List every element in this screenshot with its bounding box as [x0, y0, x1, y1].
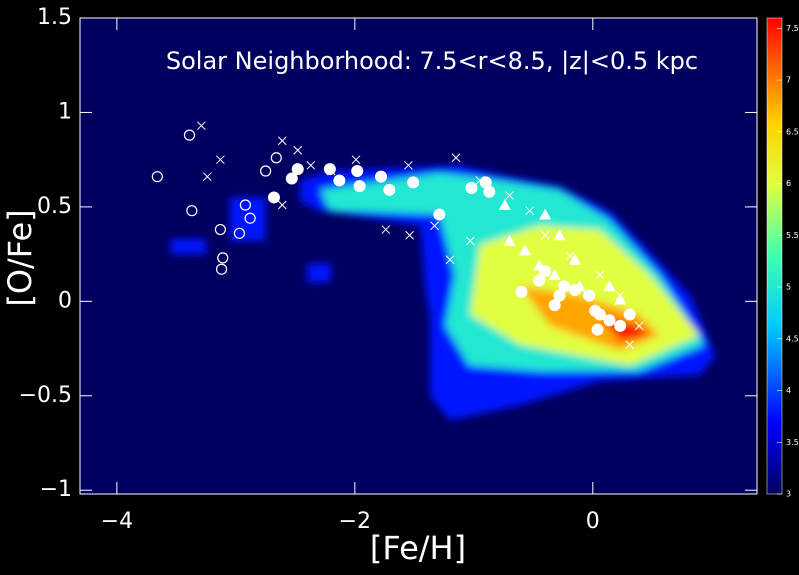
triangle-point: [539, 208, 552, 220]
colorbar-tick-label: 3.5: [786, 438, 799, 447]
open-circle-point: [183, 129, 196, 141]
colorbar-tick-label: 4.5: [786, 334, 799, 343]
triangle-point: [553, 229, 566, 241]
y-tick-label: 0.5: [37, 194, 72, 219]
filled-circle-point: [323, 163, 336, 176]
colorbar: [766, 17, 783, 495]
open-circle-point: [233, 227, 246, 239]
plot-area: [80, 18, 757, 494]
cross-point: [445, 255, 455, 265]
open-circle-point: [217, 252, 229, 264]
cross-point: [293, 145, 303, 155]
colorbar-tick-label: 7.5: [786, 24, 799, 33]
x-tick-label: −2: [339, 509, 371, 534]
colorbar-tick-label: 3: [786, 490, 791, 499]
cross-point: [451, 153, 461, 163]
triangle-point: [503, 234, 516, 246]
cross-point: [216, 155, 225, 165]
colorbar-tick-label: 4: [786, 386, 791, 395]
y-tick-label: −1: [40, 477, 72, 502]
triangle-point: [533, 259, 546, 271]
cross-point: [306, 160, 316, 170]
cross-point: [634, 321, 644, 331]
filled-circle-point: [623, 308, 636, 321]
filled-circle-point: [383, 183, 396, 196]
colorbar-tick-label: 6.5: [786, 127, 799, 136]
colorbar-tick-label: 7: [786, 76, 791, 85]
y-tick-label: 0: [58, 288, 72, 313]
filled-circle-point: [375, 170, 388, 183]
filled-circle-point: [433, 208, 446, 221]
density-region: [170, 239, 207, 255]
filled-circle-point: [558, 280, 571, 293]
triangle-point: [548, 268, 561, 280]
cross-point: [404, 160, 413, 170]
x-tick-label: −4: [101, 509, 133, 534]
y-tick-label: 1: [58, 99, 72, 124]
filled-circle-point: [291, 163, 304, 176]
cross-point: [505, 191, 514, 200]
open-circle-point: [151, 171, 163, 183]
filled-circle-point: [593, 308, 606, 321]
cross-point: [625, 340, 635, 350]
cross-point: [277, 136, 287, 146]
filled-circle-point: [267, 191, 280, 204]
triangle-point: [614, 293, 627, 305]
open-circle-point: [260, 165, 272, 177]
cross-point: [430, 221, 439, 231]
density-region: [307, 263, 331, 283]
y-axis-label: [O/Fe]: [1, 209, 39, 306]
x-tick-label: 0: [586, 509, 600, 534]
filled-circle-point: [333, 174, 346, 187]
cross-point: [540, 230, 550, 240]
filled-circle-point: [483, 185, 496, 198]
y-tick-label: 1.5: [37, 5, 72, 30]
filled-circle-point: [407, 176, 420, 189]
density-region: [229, 197, 266, 241]
open-circle-point: [239, 199, 251, 211]
open-circle-point: [214, 223, 226, 236]
colorbar-tick-label: 6: [786, 179, 791, 188]
filled-circle-point: [285, 172, 298, 185]
filled-circle-point: [603, 314, 616, 327]
filled-circle-point: [548, 299, 561, 312]
cross-point: [202, 172, 212, 182]
triangle-point: [603, 280, 616, 292]
filled-circle-point: [533, 274, 546, 287]
triangle-point: [568, 253, 581, 265]
filled-circle-point: [479, 176, 492, 189]
filled-circle-point: [353, 180, 366, 193]
filled-circle-point: [591, 323, 604, 336]
open-circle-point: [186, 205, 198, 217]
cross-point: [525, 206, 535, 216]
y-tick-label: −0.5: [19, 383, 72, 408]
cross-point: [381, 225, 391, 234]
open-circle-point: [244, 212, 256, 224]
triangle-point: [573, 280, 586, 292]
colorbar-tick-label: 5.5: [786, 231, 799, 240]
cross-point: [351, 155, 361, 165]
annotation: Solar Neighborhood: 7.5<r<8.5, |z|<0.5 k…: [166, 47, 698, 75]
filled-circle-point: [351, 165, 364, 177]
open-circle-point: [215, 263, 228, 275]
triangle-point: [498, 199, 511, 210]
triangle-point: [518, 244, 531, 256]
cross-point: [197, 121, 206, 131]
filled-circle-point: [583, 289, 596, 302]
cross-point: [277, 200, 287, 210]
filled-circle-point: [553, 289, 566, 302]
cross-point: [595, 270, 605, 280]
cross-point: [465, 236, 475, 246]
cross-point: [405, 230, 414, 240]
markers: [151, 121, 644, 350]
filled-circle-point: [614, 319, 627, 332]
filled-circle-point: [465, 182, 478, 194]
colorbar-tick-label: 5: [786, 283, 791, 292]
open-circle-point: [270, 152, 282, 164]
x-axis-label: [Fe/H]: [370, 529, 466, 567]
filled-circle-point: [515, 285, 528, 298]
plot-frame: [79, 17, 758, 495]
